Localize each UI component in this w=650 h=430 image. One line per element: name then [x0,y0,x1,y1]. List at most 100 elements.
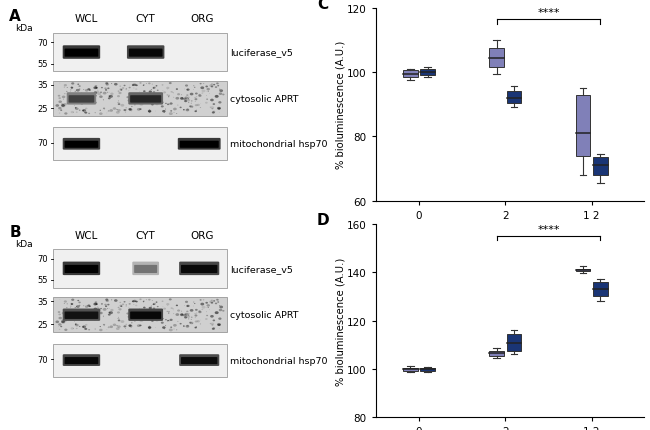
Circle shape [153,92,155,93]
Circle shape [176,313,179,316]
Bar [53,344,227,377]
Circle shape [167,104,169,105]
Circle shape [68,94,72,96]
Circle shape [89,90,91,91]
Bar [593,282,608,297]
Circle shape [173,108,177,111]
Text: ****: **** [538,224,560,234]
Circle shape [169,329,173,332]
Circle shape [120,302,121,304]
Circle shape [108,98,111,100]
Circle shape [71,303,73,305]
Circle shape [109,92,110,93]
Circle shape [126,97,129,99]
Circle shape [170,319,173,321]
Circle shape [190,322,194,325]
Circle shape [88,317,92,319]
Circle shape [181,311,182,312]
Circle shape [167,320,169,321]
Circle shape [194,313,196,314]
Circle shape [185,97,188,100]
Circle shape [106,300,109,302]
Circle shape [143,91,146,93]
Text: cytosolic APRT: cytosolic APRT [230,310,298,319]
Circle shape [135,301,136,302]
Circle shape [219,309,222,312]
Circle shape [203,300,204,301]
Circle shape [142,99,144,101]
Circle shape [202,309,203,310]
Circle shape [162,91,163,92]
Circle shape [177,94,180,96]
Text: 70: 70 [37,139,48,148]
Circle shape [155,103,157,105]
Circle shape [165,104,167,105]
Circle shape [88,101,92,104]
Circle shape [198,311,202,313]
Circle shape [151,320,153,322]
Circle shape [64,301,67,303]
Circle shape [137,312,140,314]
Text: CYT: CYT [136,230,155,240]
Circle shape [58,113,60,114]
Circle shape [112,108,116,111]
Circle shape [118,91,120,92]
Circle shape [168,311,170,313]
Circle shape [94,113,96,114]
Circle shape [218,108,220,110]
Circle shape [87,313,89,315]
Circle shape [184,316,187,319]
Circle shape [99,329,103,332]
Text: kDa: kDa [15,24,32,33]
FancyBboxPatch shape [128,309,163,321]
Circle shape [139,299,142,301]
Circle shape [132,99,133,100]
Circle shape [219,90,223,93]
Circle shape [79,302,81,304]
Circle shape [73,101,76,103]
Circle shape [168,320,170,322]
Circle shape [116,112,120,114]
Circle shape [108,314,111,316]
Circle shape [101,304,103,305]
Circle shape [165,109,166,110]
Text: 70: 70 [37,39,48,48]
Circle shape [153,87,156,89]
Circle shape [187,306,188,307]
Circle shape [75,324,76,325]
Circle shape [167,105,168,106]
Circle shape [108,111,110,113]
Circle shape [154,95,157,97]
Circle shape [63,319,67,322]
Circle shape [104,304,107,306]
Text: mitochondrial hsp70: mitochondrial hsp70 [230,140,328,149]
Circle shape [76,90,80,92]
Circle shape [155,86,157,87]
Circle shape [157,94,159,95]
Circle shape [109,312,111,313]
Circle shape [132,85,135,87]
Circle shape [58,101,62,104]
Circle shape [211,300,213,301]
Circle shape [63,104,67,106]
FancyBboxPatch shape [62,309,100,321]
FancyBboxPatch shape [69,96,94,103]
Text: D: D [317,213,330,228]
Circle shape [61,105,66,108]
Circle shape [84,112,87,114]
Circle shape [135,85,138,87]
Circle shape [195,321,198,323]
Circle shape [71,299,74,301]
Circle shape [183,110,185,111]
Circle shape [148,111,151,113]
Circle shape [219,305,220,306]
Circle shape [143,307,146,309]
Circle shape [149,110,150,111]
Circle shape [153,304,155,305]
Circle shape [151,316,153,318]
Circle shape [210,99,214,102]
Circle shape [157,310,159,311]
Circle shape [58,95,60,98]
Text: cytosolic APRT: cytosolic APRT [230,95,298,104]
Circle shape [125,90,127,91]
